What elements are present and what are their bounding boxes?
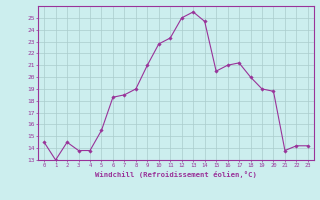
X-axis label: Windchill (Refroidissement éolien,°C): Windchill (Refroidissement éolien,°C)	[95, 171, 257, 178]
